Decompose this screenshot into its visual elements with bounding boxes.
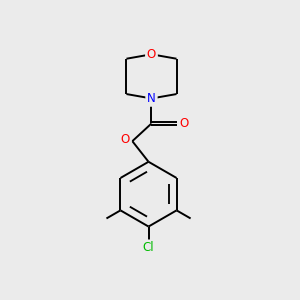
Text: N: N bbox=[147, 92, 156, 105]
Text: O: O bbox=[179, 117, 188, 130]
Text: Cl: Cl bbox=[143, 241, 154, 254]
Text: O: O bbox=[147, 48, 156, 61]
Text: O: O bbox=[120, 133, 130, 146]
